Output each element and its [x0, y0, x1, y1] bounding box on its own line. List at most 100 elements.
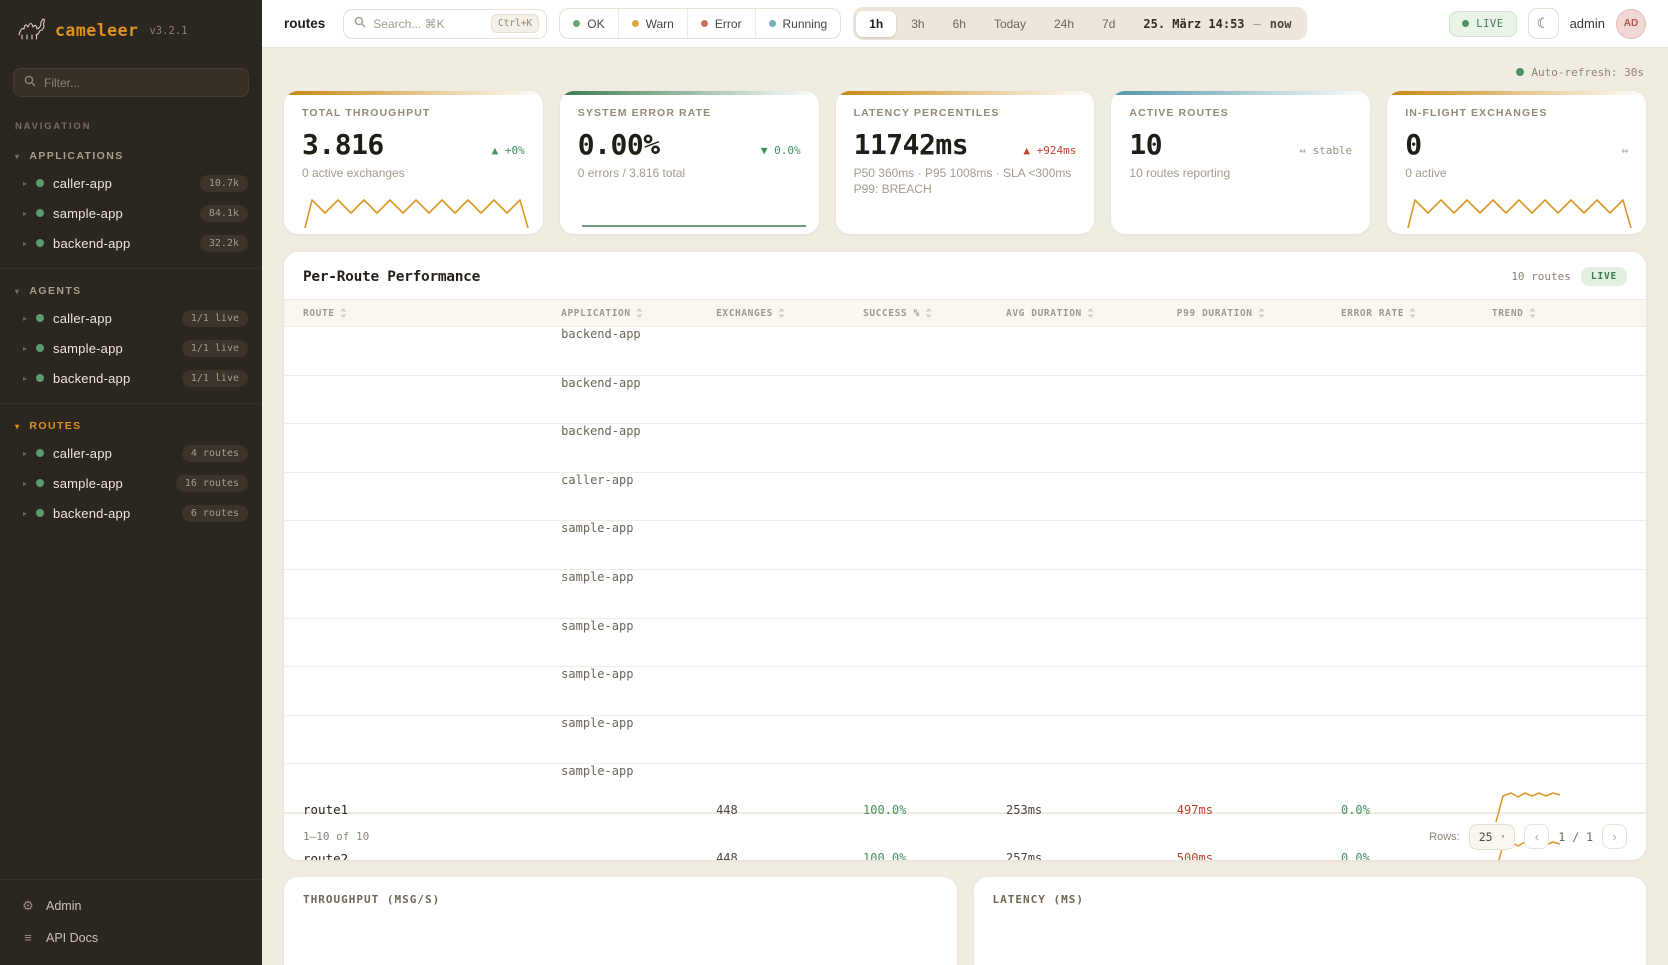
prev-page-button[interactable]: ‹: [1524, 824, 1550, 850]
trend-sparkline: [1495, 792, 1561, 823]
column-header-route[interactable]: ROUTE: [303, 308, 561, 319]
time-range-7d[interactable]: 7d: [1102, 16, 1116, 31]
sidebar-item-label: backend-app: [53, 370, 131, 386]
kpi-subtitle-2: P99: BREACH: [853, 182, 932, 196]
kpi-accent-bar: [835, 91, 1095, 95]
search-icon: [354, 15, 366, 33]
sidebar-item-routes-sample-app[interactable]: ▸ sample-app 16 routes: [0, 468, 262, 498]
table-row-route2[interactable]: route2 backend-app 448 100.0% 257ms 500m…: [284, 376, 1646, 860]
sidebar-item-badge: 84.1k: [199, 204, 248, 222]
cell-application: backend-app: [561, 327, 641, 341]
column-header-application[interactable]: APPLICATION: [561, 308, 716, 319]
sidebar-item-applications-caller-app[interactable]: ▸ caller-app 10.7k: [0, 168, 262, 198]
status-filter-running[interactable]: Running: [754, 9, 841, 38]
sidebar-footer-admin[interactable]: ⚙ Admin: [0, 890, 262, 922]
cell-application: caller-app: [561, 472, 634, 487]
chevron-down-icon: ▾: [1500, 832, 1506, 842]
column-header-success-[interactable]: SUCCESS %: [863, 308, 1006, 319]
filter-input[interactable]: [44, 75, 238, 90]
kpi-label: IN-FLIGHT EXCHANGES: [1405, 107, 1548, 119]
sidebar-item-badge: 16 routes: [175, 474, 248, 492]
status-filter-warn[interactable]: Warn: [617, 9, 687, 38]
table-row-route3[interactable]: route3 backend-app 448 100.0% 253ms 498m…: [284, 424, 1646, 473]
cell-p99-duration: 497ms: [1176, 802, 1213, 817]
column-header-p99-duration[interactable]: P99 DURATION: [1177, 308, 1341, 319]
status-dot-icon: [36, 314, 45, 322]
chevron-right-icon: ▸: [23, 508, 28, 518]
table-row-data-gen-files[interactable]: data-gen-files sample-app 256 100.0% 1ms…: [284, 521, 1646, 570]
kpi-card-in-flight-exchanges: IN-FLIGHT EXCHANGES 0 ⇔ 0 active: [1387, 91, 1646, 234]
next-page-button[interactable]: ›: [1602, 824, 1627, 850]
date-range-display[interactable]: 25. März 14:53 — now: [1130, 17, 1304, 31]
cell-application: sample-app: [561, 667, 634, 682]
chart-title: THROUGHPUT (MSG/S): [303, 892, 441, 906]
footer-item-label: Admin: [46, 899, 82, 913]
status-filter-ok[interactable]: OK: [560, 9, 617, 38]
flat-sparkline: [581, 225, 806, 227]
kpi-label: ACTIVE ROUTES: [1129, 107, 1229, 119]
theme-toggle-button[interactable]: ☾: [1527, 8, 1559, 39]
time-range-6h[interactable]: 6h: [952, 16, 966, 31]
topbar-right: LIVE ☾ admin AD: [1449, 8, 1646, 39]
search-box[interactable]: Ctrl+K: [343, 8, 548, 39]
kpi-delta: ▲ +0%: [491, 144, 525, 157]
status-dot-icon: [573, 20, 581, 27]
kpi-value: 11742ms: [853, 128, 969, 161]
cell-exchanges: 448: [716, 851, 738, 860]
sidebar-footer-api-docs[interactable]: ≡ API Docs: [0, 922, 262, 953]
table-row-product-caller[interactable]: product-caller caller-app 448 100.0% 768…: [284, 473, 1646, 522]
table-row-file-processing[interactable]: file-processing sample-app 256 100.0% 50…: [284, 716, 1646, 765]
cell-avg-duration: 257ms: [1006, 851, 1043, 860]
cell-application: backend-app: [561, 375, 641, 390]
section-header-applications[interactable]: ▾ APPLICATIONS: [15, 150, 124, 162]
sidebar-item-agents-caller-app[interactable]: ▸ caller-app 1/1 live: [0, 303, 262, 333]
table-row-timer-heartbeat[interactable]: timer-heartbeat sample-app 716 100.0% 50…: [284, 764, 1646, 813]
sidebar-filter[interactable]: [13, 68, 249, 97]
breadcrumb: routes: [284, 16, 326, 31]
kpi-subtitle: 0 errors / 3.816 total: [577, 166, 686, 180]
status-filter-error[interactable]: Error: [686, 9, 755, 38]
table-row-route1[interactable]: route1 backend-app 448 100.0% 253ms 497m…: [284, 327, 1646, 823]
column-header-avg-duration[interactable]: AVG DURATION: [1006, 308, 1177, 319]
cell-application: sample-app: [561, 764, 634, 779]
chevron-down-icon: ▾: [15, 421, 21, 431]
column-header-error-rate[interactable]: ERROR RATE: [1341, 308, 1492, 319]
live-badge[interactable]: LIVE: [1449, 10, 1517, 37]
cell-avg-duration: 253ms: [1006, 802, 1043, 817]
zigzag-sparkline: [1407, 199, 1632, 229]
table-footer: 1–10 of 10 Rows: 25 ▾ ‹ 1 / 1 ›: [284, 812, 1646, 860]
time-range-3h[interactable]: 3h: [911, 16, 925, 31]
rows-per-page-select[interactable]: 25 ▾: [1468, 823, 1516, 850]
sidebar-item-agents-backend-app[interactable]: ▸ backend-app 1/1 live: [0, 363, 262, 393]
section-header-agents[interactable]: ▾ AGENTS: [15, 285, 82, 297]
table-row-data-gen-orders[interactable]: data-gen-orders sample-app 358 100.0% 14…: [284, 619, 1646, 668]
column-header-trend[interactable]: TREND: [1492, 308, 1627, 319]
sidebar-item-routes-caller-app[interactable]: ▸ caller-app 4 routes: [0, 438, 262, 468]
table-row-error-handling-test[interactable]: error-handling-test sample-app 239 100.0…: [284, 667, 1646, 716]
time-range-24h[interactable]: 24h: [1053, 16, 1075, 31]
chip-label: Warn: [645, 16, 674, 31]
sidebar-item-label: sample-app: [53, 475, 123, 491]
sidebar-item-label: backend-app: [53, 235, 131, 251]
time-range-1h[interactable]: 1h: [856, 10, 897, 37]
search-input[interactable]: [373, 16, 484, 31]
sidebar-item-applications-sample-app[interactable]: ▸ sample-app 84.1k: [0, 198, 262, 228]
sort-icon: [1258, 308, 1265, 318]
rows-per-page-label: Rows:: [1429, 830, 1460, 843]
sort-icon: [636, 308, 643, 318]
status-dot-icon: [36, 239, 45, 247]
kpi-subtitle: 0 active: [1405, 166, 1447, 180]
sort-icon: [1409, 308, 1416, 318]
sidebar-item-applications-backend-app[interactable]: ▸ backend-app 32.2k: [0, 228, 262, 258]
time-range-today[interactable]: Today: [993, 16, 1026, 31]
avatar[interactable]: AD: [1616, 8, 1646, 39]
sidebar-item-agents-sample-app[interactable]: ▸ sample-app 1/1 live: [0, 333, 262, 363]
route-performance-card: Per-Route Performance 10 routes LIVE ROU…: [284, 252, 1646, 860]
app-title: cameleer: [55, 21, 139, 40]
sidebar-item-routes-backend-app[interactable]: ▸ backend-app 6 routes: [0, 498, 262, 528]
chevron-right-icon: ▸: [23, 448, 28, 458]
column-header-exchanges[interactable]: EXCHANGES: [716, 308, 863, 319]
section-header-routes[interactable]: ▾ ROUTES: [15, 420, 82, 432]
bottom-charts-row: THROUGHPUT (MSG/S) LATENCY (MS): [284, 876, 1646, 965]
table-row-data-gen-nested-split[interactable]: data-gen-nested-split sample-app 199 100…: [284, 570, 1646, 619]
